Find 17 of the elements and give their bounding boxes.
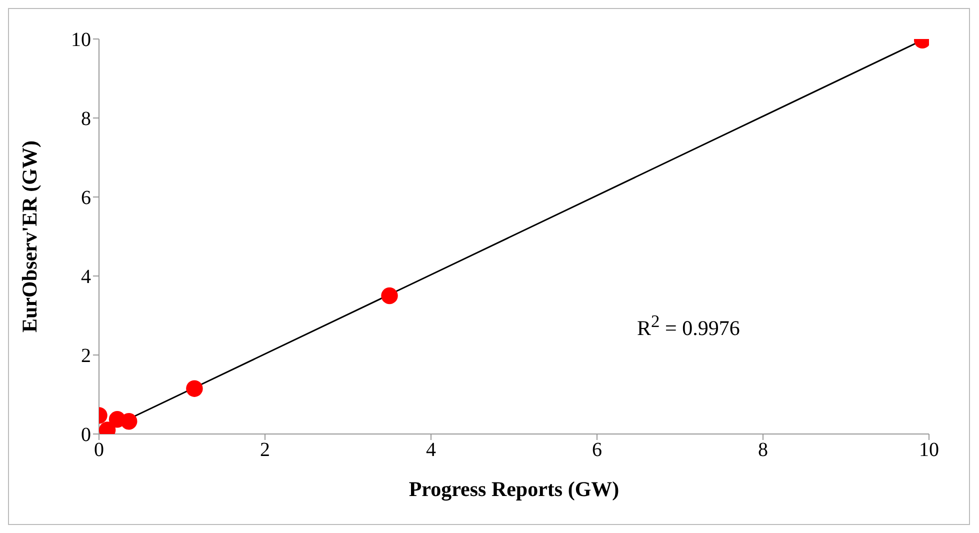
y-tick-label: 10 (71, 29, 91, 52)
x-tick-label: 2 (260, 439, 270, 462)
y-axis-title: EurObserv'ER (GW) (17, 140, 42, 332)
y-tick-label: 4 (81, 266, 91, 288)
y-tick-label: 6 (81, 187, 91, 210)
y-tick-label: 8 (81, 108, 91, 130)
point (381, 287, 398, 304)
point (186, 380, 203, 397)
y-tick-label: 2 (81, 345, 91, 368)
x-tick-label: 4 (426, 439, 436, 462)
point (120, 413, 138, 430)
x-tick-label: 6 (592, 439, 602, 462)
y-tick-label: 0 (81, 424, 91, 446)
x-tick-label: 10 (919, 439, 939, 462)
x-axis-title: Progress Reports (GW) (408, 477, 620, 501)
annotation: R$^{2}$ = 0.9976 (637, 311, 740, 341)
x-tick-label: 8 (758, 439, 768, 462)
